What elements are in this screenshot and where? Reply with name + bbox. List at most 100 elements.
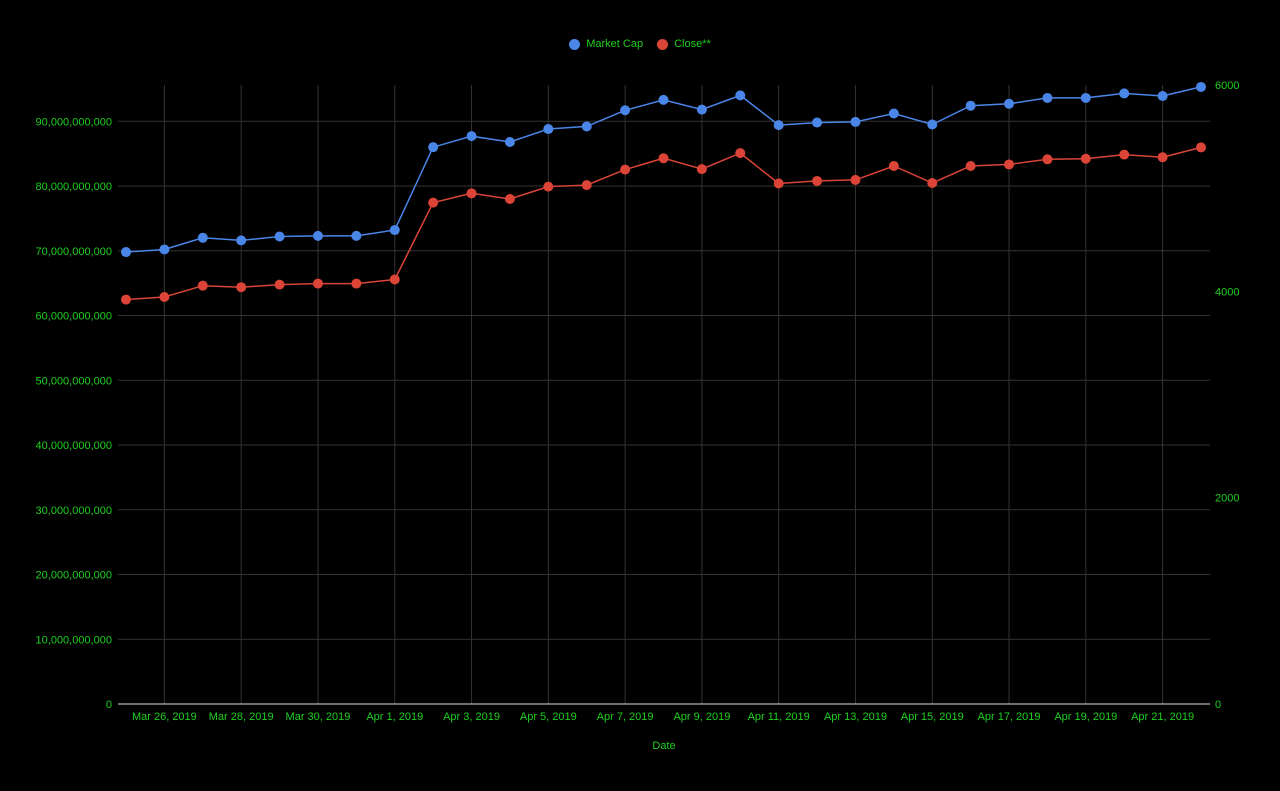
data-point-market-cap[interactable]	[1004, 98, 1015, 109]
data-point-close[interactable]	[696, 164, 707, 175]
legend-marker-market-cap	[569, 38, 581, 50]
data-point-close[interactable]	[888, 160, 899, 171]
y-left-tick-label: 70,000,000,000	[36, 246, 112, 258]
y-left-tick-label: 80,000,000,000	[36, 181, 112, 193]
data-point-close[interactable]	[389, 274, 400, 285]
data-point-close[interactable]	[965, 160, 976, 171]
data-point-close[interactable]	[1004, 159, 1015, 170]
x-tick-label: Apr 11, 2019	[748, 711, 810, 723]
y-left-tick-label: 90,000,000,000	[36, 116, 112, 128]
data-point-close[interactable]	[543, 181, 554, 192]
data-point-market-cap[interactable]	[1157, 91, 1168, 102]
data-point-market-cap[interactable]	[1042, 92, 1053, 103]
data-point-close[interactable]	[504, 193, 515, 204]
data-point-close[interactable]	[274, 279, 285, 290]
x-tick-label: Apr 21, 2019	[1131, 711, 1194, 723]
data-point-close[interactable]	[1080, 153, 1091, 164]
legend-label-market-cap: Market Cap	[586, 38, 644, 50]
data-point-close[interactable]	[351, 278, 362, 289]
x-tick-label: Apr 7, 2019	[597, 711, 654, 723]
data-point-market-cap[interactable]	[428, 142, 439, 153]
y-left-tick-label: 0	[106, 699, 112, 711]
chart-legend: Market Cap Close**	[0, 38, 1280, 50]
legend-item-close[interactable]: Close**	[657, 38, 711, 50]
y-left-tick-label: 30,000,000,000	[36, 505, 112, 517]
data-point-close[interactable]	[735, 148, 746, 159]
data-point-market-cap[interactable]	[543, 124, 554, 135]
data-point-market-cap[interactable]	[1119, 88, 1130, 99]
data-point-close[interactable]	[1196, 142, 1206, 153]
series-points	[121, 81, 1206, 305]
data-point-close[interactable]	[658, 153, 669, 164]
series-line-market-cap	[125, 86, 1202, 253]
x-tick-label: Apr 5, 2019	[520, 711, 577, 723]
y-right-tick-label: 4000	[1215, 286, 1239, 298]
legend-marker-close	[657, 38, 669, 50]
data-point-close[interactable]	[312, 278, 323, 289]
x-tick-label: Apr 1, 2019	[366, 711, 423, 723]
x-tick-label: Apr 3, 2019	[443, 711, 500, 723]
data-point-market-cap[interactable]	[197, 232, 208, 243]
x-axis-title: Date	[652, 740, 675, 752]
data-point-market-cap[interactable]	[504, 136, 515, 147]
data-point-market-cap[interactable]	[620, 105, 631, 116]
data-point-market-cap[interactable]	[850, 116, 861, 127]
y-left-tick-label: 10,000,000,000	[36, 634, 112, 646]
data-point-market-cap[interactable]	[696, 104, 707, 115]
y-left-tick-label: 50,000,000,000	[36, 375, 112, 387]
series-line-close	[125, 146, 1202, 301]
data-point-close[interactable]	[581, 180, 592, 191]
x-tick-label: Apr 9, 2019	[673, 711, 730, 723]
data-point-market-cap[interactable]	[351, 230, 362, 241]
data-point-market-cap[interactable]	[312, 230, 323, 241]
data-point-market-cap[interactable]	[1196, 81, 1206, 92]
data-point-close[interactable]	[428, 197, 439, 208]
x-tick-label: Apr 13, 2019	[824, 711, 887, 723]
y-right-tick-label: 2000	[1215, 493, 1239, 505]
data-point-close[interactable]	[121, 294, 131, 305]
data-point-close[interactable]	[620, 164, 631, 175]
y-left-tick-label: 20,000,000,000	[36, 570, 112, 582]
data-point-market-cap[interactable]	[773, 120, 784, 131]
data-point-market-cap[interactable]	[389, 225, 400, 236]
data-point-market-cap[interactable]	[466, 131, 477, 142]
data-point-market-cap[interactable]	[812, 117, 823, 128]
data-point-close[interactable]	[773, 178, 784, 189]
data-point-close[interactable]	[850, 174, 861, 185]
data-point-market-cap[interactable]	[965, 100, 976, 111]
y-right-tick-label: 6000	[1215, 80, 1239, 92]
grid-lines	[118, 85, 1210, 704]
data-point-close[interactable]	[1042, 154, 1053, 165]
data-point-market-cap[interactable]	[888, 108, 899, 119]
y-left-tick-label: 40,000,000,000	[36, 440, 112, 452]
x-tick-label: Mar 30, 2019	[286, 711, 351, 723]
data-point-close[interactable]	[236, 282, 247, 293]
series-lines	[125, 86, 1202, 301]
data-point-close[interactable]	[197, 280, 208, 291]
x-tick-label: Apr 15, 2019	[901, 711, 964, 723]
data-point-market-cap[interactable]	[274, 231, 285, 242]
data-point-market-cap[interactable]	[927, 119, 938, 130]
axes: 0 10,000,000,000 20,000,000,000 30,000,000,…	[36, 80, 1240, 723]
data-point-market-cap[interactable]	[159, 244, 170, 255]
data-point-market-cap[interactable]	[658, 94, 669, 105]
data-point-close[interactable]	[466, 188, 477, 199]
x-tick-label: Apr 19, 2019	[1054, 711, 1117, 723]
data-point-close[interactable]	[1157, 152, 1168, 163]
legend-label-close: Close**	[674, 38, 711, 50]
data-point-close[interactable]	[1119, 149, 1130, 160]
data-point-market-cap[interactable]	[121, 247, 131, 258]
legend-item-market-cap[interactable]: Market Cap	[569, 38, 643, 50]
data-point-close[interactable]	[159, 292, 170, 303]
x-tick-label: Mar 28, 2019	[209, 711, 274, 723]
y-right-tick-label: 0	[1215, 699, 1221, 711]
data-point-close[interactable]	[927, 178, 938, 189]
data-point-close[interactable]	[812, 175, 823, 186]
x-tick-label: Apr 17, 2019	[978, 711, 1041, 723]
y-left-tick-label: 60,000,000,000	[36, 311, 112, 323]
data-point-market-cap[interactable]	[236, 235, 247, 246]
data-point-market-cap[interactable]	[1080, 92, 1091, 103]
data-point-market-cap[interactable]	[735, 90, 746, 101]
data-point-market-cap[interactable]	[581, 121, 592, 132]
